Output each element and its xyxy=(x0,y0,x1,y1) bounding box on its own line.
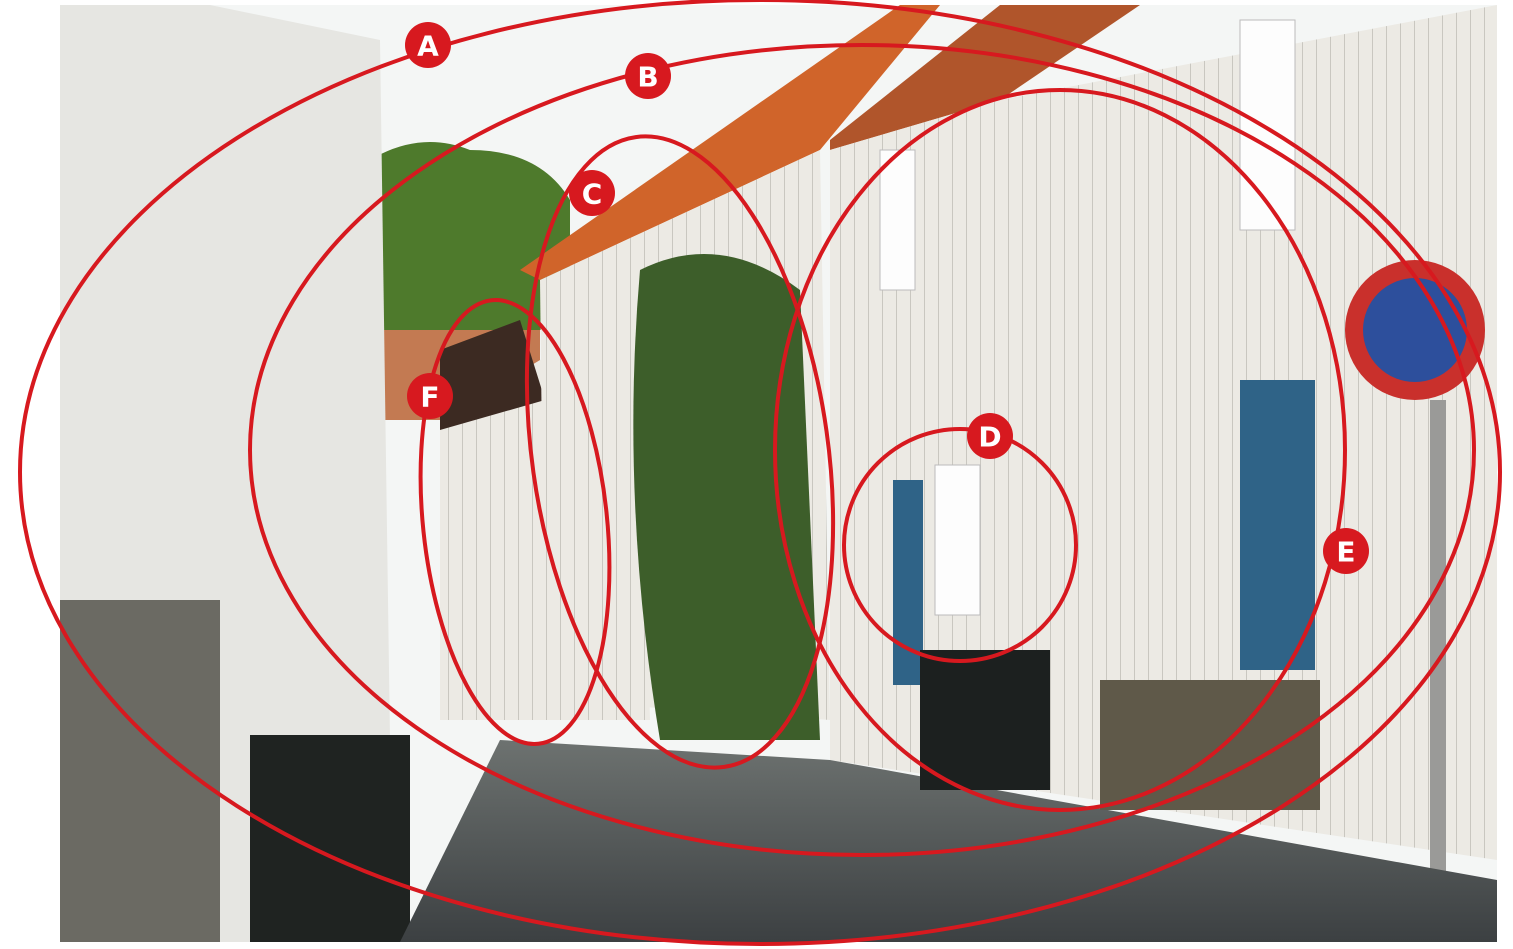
badge-label: C xyxy=(582,178,603,211)
bin xyxy=(920,650,1050,790)
annotated-photo: A B C D E F xyxy=(0,0,1513,949)
steps xyxy=(1100,680,1320,810)
photo xyxy=(60,5,1497,942)
window xyxy=(1240,20,1295,230)
badge-label: B xyxy=(637,61,658,94)
badge-label: E xyxy=(1336,536,1355,569)
concrete-wall xyxy=(60,600,220,942)
road-sign-center xyxy=(1363,278,1467,382)
door-e xyxy=(1240,380,1315,670)
window xyxy=(935,465,980,615)
hillside xyxy=(370,142,570,330)
badge-label: A xyxy=(417,30,439,63)
badge-label: D xyxy=(978,421,1001,454)
bin xyxy=(250,735,410,942)
window xyxy=(880,150,915,290)
badge-label: F xyxy=(420,381,439,414)
